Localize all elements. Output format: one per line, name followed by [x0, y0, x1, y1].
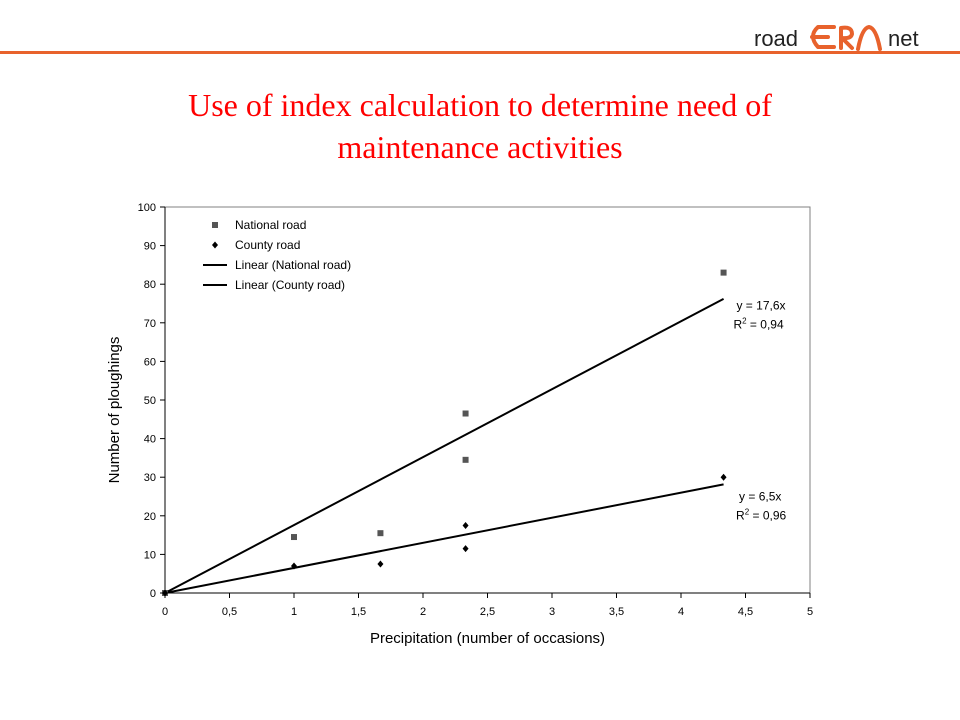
y-tick-label: 10 — [144, 549, 156, 561]
x-tick-label: 3,5 — [609, 606, 624, 618]
data-point — [377, 560, 384, 568]
chart-equations: y = 17,6x R2 = 0,94 y = 6,5x R2 = 0,96 — [733, 298, 786, 522]
legend-marker — [212, 222, 218, 228]
x-tick-label: 2,5 — [480, 606, 495, 618]
slide-title-line-2: maintenance activities — [337, 129, 623, 165]
slide-title-line-1: Use of index calculation to determine ne… — [188, 87, 772, 123]
y-axis-title: Number of ploughings — [106, 337, 123, 484]
chart-points — [162, 269, 727, 597]
data-point — [462, 410, 469, 417]
y-tick-label: 20 — [144, 511, 156, 523]
legend-marker — [212, 241, 218, 249]
y-tick-label: 40 — [144, 434, 156, 446]
data-point — [291, 562, 297, 570]
y-tick-label: 90 — [144, 241, 156, 253]
logo-text-road: road — [754, 26, 798, 51]
y-tick-label: 100 — [138, 202, 156, 214]
data-point — [291, 534, 297, 541]
x-tick-label: 0 — [162, 606, 168, 618]
x-axis-title: Precipitation (number of occasions) — [370, 630, 605, 647]
data-point — [720, 269, 727, 276]
y-tick-label: 30 — [144, 472, 156, 484]
trendline — [164, 297, 725, 594]
trendline-r-squared: R2 = 0,96 — [736, 507, 786, 522]
y-tick-label: 60 — [144, 356, 156, 368]
y-tick-label: 50 — [144, 395, 156, 407]
logo-era-mark — [810, 25, 882, 51]
chart-trendlines — [164, 297, 725, 594]
legend-entry: County road — [235, 238, 300, 252]
legend-entry: Linear (National road) — [235, 258, 351, 272]
roadera-net-logo: road net — [754, 25, 919, 51]
x-tick-label: 4 — [678, 606, 684, 618]
y-tick-label: 0 — [150, 588, 156, 600]
ploughings-scatter-chart: 0 0,5 1 1,5 2 2,5 3 3,5 4 4,5 50102030405060708090… — [106, 202, 813, 647]
legend-entry: Linear (County road) — [235, 278, 345, 292]
x-tick-label: 2 — [420, 606, 426, 618]
x-tick-label: 1,5 — [351, 606, 366, 618]
trendline-equation: y = 17,6x — [736, 298, 785, 312]
x-tick-label: 4,5 — [738, 606, 753, 618]
logo-text-net: net — [888, 26, 919, 51]
chart-legend: National road County road Linear (National… — [203, 218, 351, 292]
x-tick-label: 1 — [291, 606, 297, 618]
x-tick-label: 0,5 — [222, 606, 237, 618]
x-tick-label: 3 — [549, 606, 555, 618]
data-point — [377, 530, 384, 537]
data-point — [462, 521, 469, 529]
y-tick-label: 70 — [144, 318, 156, 330]
trendline-r-squared: R2 = 0,94 — [733, 316, 783, 331]
data-point — [462, 545, 469, 553]
data-point — [462, 456, 469, 463]
x-tick-label: 5 — [807, 606, 813, 618]
data-point — [720, 473, 727, 481]
slide-title: Use of index calculation to determine ne… — [80, 84, 880, 168]
legend-entry: National road — [235, 218, 306, 232]
y-tick-label: 80 — [144, 279, 156, 291]
data-point — [162, 589, 168, 597]
trendline-equation: y = 6,5x — [739, 489, 781, 503]
trendline — [164, 483, 724, 594]
header-divider — [0, 51, 960, 54]
chart-axes: 0 0,5 1 1,5 2 2,5 3 3,5 4 4,5 50102030405060708090… — [106, 202, 813, 647]
